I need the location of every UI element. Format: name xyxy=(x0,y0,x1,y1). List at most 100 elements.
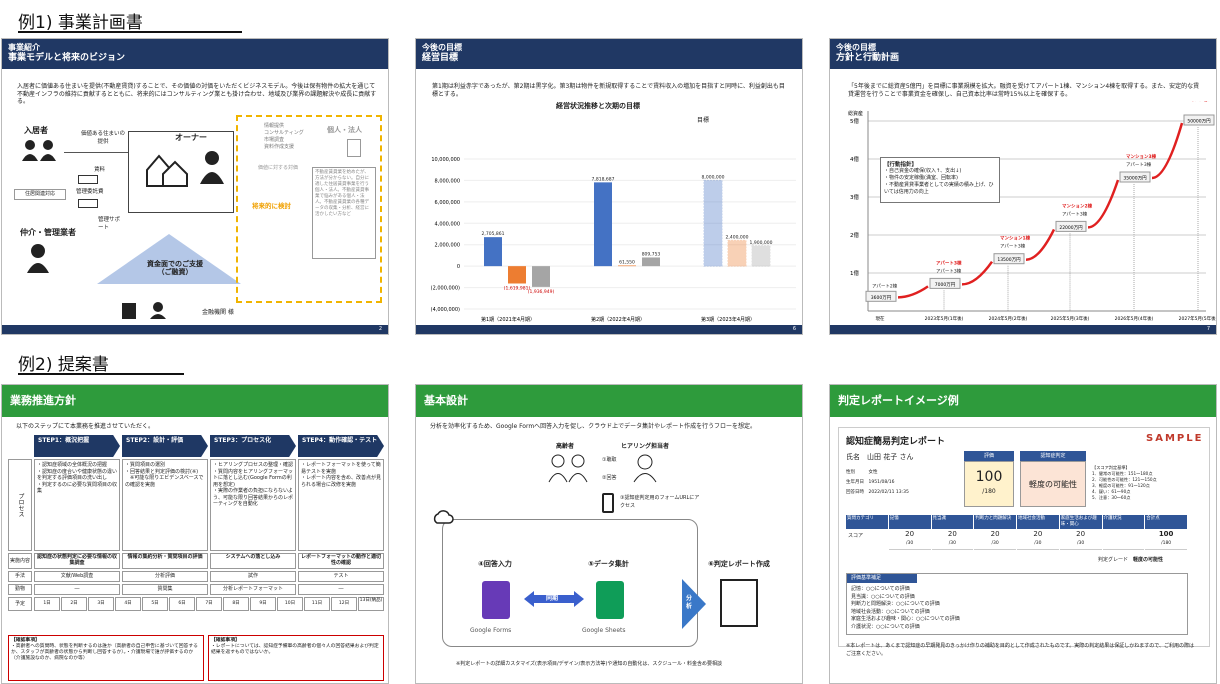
label-access: ③認知症判定用のフォームURLにアクセス xyxy=(620,495,700,509)
table-cell: 文献/Web調査 xyxy=(34,571,120,582)
growth-arrow xyxy=(1025,228,1056,261)
label-funding: 資金面でのご支援（ご融資） xyxy=(147,260,203,276)
slide-report-example[interactable]: 判定レポートイメージ例 認知症簡易判定レポート SAMPLE 氏名 山田 花子 … xyxy=(829,384,1217,684)
label-hearing: ヒアリング担当者 xyxy=(621,443,670,450)
table-cell: 情報の集約分析・質問項目の評価 xyxy=(122,553,208,569)
grade-line: 判定グレード 軽度の可能性 xyxy=(1098,557,1164,563)
value-label: 22000万円 xyxy=(1059,225,1083,231)
y-tick-label: (4,000,000) xyxy=(431,307,460,313)
row-label: 手法 xyxy=(8,571,32,582)
table-cell xyxy=(1102,530,1145,550)
data-label: (1,936,949) xyxy=(528,289,555,295)
value-label: 50000万円 xyxy=(1187,119,1211,125)
policy-item: ・物件の安定稼働(満室、回転率) xyxy=(884,175,958,181)
slide-header: 判定レポートイメージ例 xyxy=(830,385,1216,417)
score-table: 質問カテゴリ 記憶 見当識 判断力と問題解決 地域社会活動 家庭生活および趣味・関心 介護状… xyxy=(846,515,1188,555)
criteria-title: 評価基準補足 xyxy=(847,574,917,583)
process-step1: ・認知症領域の全体概況の把握 ・認知症の度合いや健康状態の違いを判定する評価項目… xyxy=(34,459,120,551)
slide-management-goals[interactable]: 今後の目標 経営目標 第1期は利益赤字であったが、第2期は黒字化。第3期は物件を新… xyxy=(415,38,803,335)
annotation: アパート3棟 xyxy=(1062,210,1088,217)
cloud-icon xyxy=(433,510,454,524)
value-box xyxy=(1183,114,1215,126)
schedule-cell: 12日 xyxy=(331,597,357,611)
data-label: 809,753 xyxy=(642,251,661,257)
x-tick-label: 2026年5月(4年後) xyxy=(1115,315,1154,322)
policy-title: 【行動指針】 xyxy=(884,162,918,168)
label-forms: Google Forms xyxy=(470,627,512,634)
data-label: 7,818,687 xyxy=(592,176,615,182)
table-header-cell: 家庭生活および趣味・関心 xyxy=(1059,515,1102,529)
bar-税引前当期純利益 xyxy=(532,266,550,287)
x-tick-label: 2024年5月(2年後) xyxy=(989,315,1028,322)
bar-税引前当期純利益 xyxy=(642,257,660,267)
annotation: アパート3棟 xyxy=(1126,161,1152,168)
annotation: アパート3棟 xyxy=(936,267,962,274)
label-mgmt-fee: 管理委託費 xyxy=(76,189,104,195)
page-number: 7 xyxy=(830,325,1216,334)
money-icon xyxy=(78,175,98,184)
slide-business-policy[interactable]: 業務推進方針 以下のステップにて本業務を推進させていただく。 STEP1：概況把… xyxy=(1,384,389,684)
table-cell: 分析レポートフォーマット xyxy=(210,584,296,595)
schedule-cell: 5日 xyxy=(142,597,168,611)
owner-person-icon xyxy=(200,151,224,184)
bar-営業利益 xyxy=(727,239,747,267)
data-label: 1,900,000 xyxy=(750,240,773,246)
table-cell: ― xyxy=(298,584,384,595)
money-icon xyxy=(78,199,98,208)
table-cell: ― xyxy=(34,584,120,595)
table-cell: テスト xyxy=(298,571,384,582)
table-header-cell: 合計点 xyxy=(1145,515,1187,529)
table-row-label: スコア xyxy=(848,533,864,539)
slide-header: 基本設計 xyxy=(416,385,802,417)
annotation: アパート2棟 xyxy=(872,282,898,289)
schedule-cell: 13日(納品) xyxy=(358,597,384,611)
building-icon xyxy=(347,139,361,157)
slide-header: 今後の目標 経営目標 xyxy=(416,39,802,69)
slide-header: 業務推進方針 xyxy=(2,385,388,417)
schedule-cell: 3日 xyxy=(88,597,114,611)
criteria-list: 記憶：○○についての評価 見当識：○○についての評価 判断力と問題解決：○○について… xyxy=(851,586,960,630)
value-label: 13500万円 xyxy=(997,257,1021,263)
annotation: アパート3棟 xyxy=(1000,243,1026,250)
footnote: ※判定レポートの詳細カスタマイズ(表示項目/デザイン/表示方法等)や通知の自動化… xyxy=(456,661,722,667)
step-arrow: STEP1：概況把握 xyxy=(34,435,120,457)
schedule-cell: 2日 xyxy=(61,597,87,611)
cloud-frame xyxy=(442,519,698,647)
growth-arrow xyxy=(961,260,994,286)
label-answer: ②回答 xyxy=(602,475,617,481)
slide-action-plan[interactable]: 今後の目標 方針と行動計画 「5年後までに総資産5億円」を目標に事業規模を拡大。融… xyxy=(829,38,1217,335)
analysis-arrow xyxy=(682,579,706,629)
slide-basic-design[interactable]: 基本設計 分析を効率化するため、Google Formへ回答入力を促し、クラウド… xyxy=(415,384,803,684)
y-tick-label: 10,000,000 xyxy=(431,157,460,163)
x-tick-label: 第1期（2021年4月期） xyxy=(481,316,535,323)
y-axis-label: 総資産 xyxy=(848,110,863,117)
y-tick-label: 1億 xyxy=(850,269,859,277)
funding-triangle xyxy=(97,234,241,284)
slide-intro: 「5年後までに総資産5億円」を目標に事業規模を拡大。融資を受けてアパート1棟、マ… xyxy=(848,83,1200,98)
step-arrows: STEP1：概況把握 STEP2：設計・評価 STEP3：プロセス化 STEP4：動作… xyxy=(32,435,388,457)
label-support: 管理サポート xyxy=(98,217,121,231)
row-label-process: プロセス xyxy=(8,459,32,551)
table-cell: 20/30 xyxy=(1059,530,1102,550)
data-label: 8,000,000 xyxy=(702,174,725,180)
judge-label: 認知症判定 xyxy=(1020,451,1086,461)
label-sync: 同期 xyxy=(546,595,559,602)
slide-business-model[interactable]: 事業紹介 事業モデルと将来のビジョン 入居者に価値ある住まいを提供(不動産賃貸)す… xyxy=(1,38,389,335)
section-underline xyxy=(18,373,184,375)
schedule-cell: 10日 xyxy=(277,597,303,611)
schedule-cell: 11日 xyxy=(304,597,330,611)
slide-intro: 以下のステップにて本業務を推進させていただく。 xyxy=(16,423,155,430)
label-rent: 賃料 xyxy=(94,167,106,173)
x-tick-label: 2025年5月(3年後) xyxy=(1051,315,1090,322)
page-number: 2 xyxy=(2,325,388,334)
sample-mark: SAMPLE xyxy=(1146,433,1204,444)
slide-intro: 分析を効率化するため、Google Formへ回答入力を促し、クラウド上でデータ… xyxy=(430,423,757,430)
section-title-example-1: 例1) 事業計画書 xyxy=(18,8,242,33)
annotation: マンション3棟 xyxy=(1126,153,1157,160)
info-row: 性別 女性 xyxy=(846,470,878,475)
table-cell: レポートフォーマットの動作と適切性の確認 xyxy=(298,553,384,569)
row-label: 実施内容 xyxy=(8,553,32,569)
slide-header: 事業紹介 事業モデルと将来のビジョン xyxy=(2,39,388,69)
elderly-icon xyxy=(548,454,588,483)
